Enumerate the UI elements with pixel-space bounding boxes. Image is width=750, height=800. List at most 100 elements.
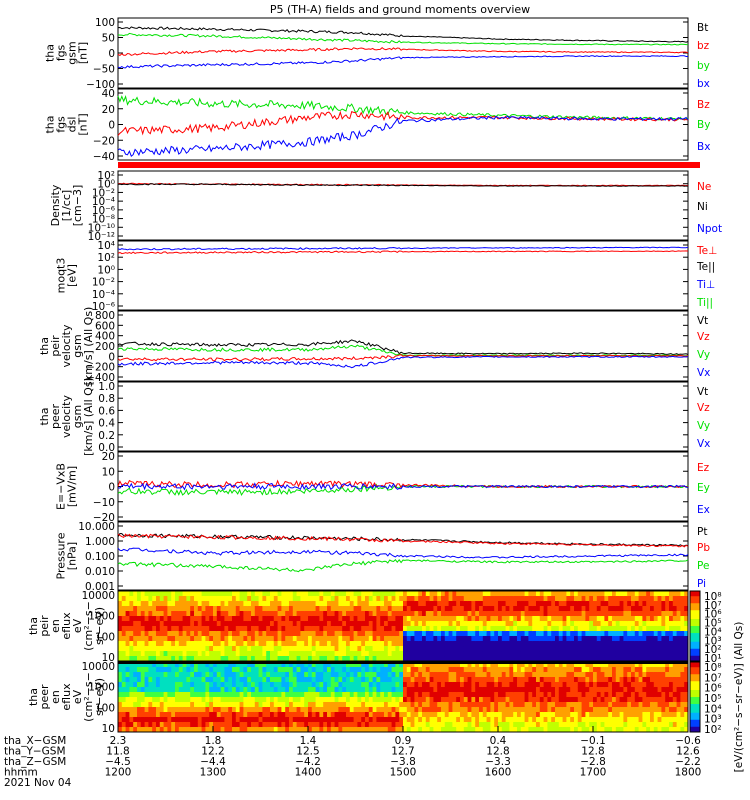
spectrogram-cell <box>281 616 286 622</box>
spectrogram-cell <box>334 631 339 637</box>
spectrogram-cell <box>300 606 305 612</box>
spectrogram-cell <box>334 591 339 597</box>
spectrogram-cell <box>520 672 525 678</box>
spectrogram-cell <box>205 687 210 693</box>
spectrogram-cell <box>600 636 605 642</box>
spectrogram-cell <box>536 687 541 693</box>
spectrogram-cell <box>642 707 647 713</box>
spectrogram-cell <box>384 677 389 683</box>
spectrogram-cell <box>171 712 176 718</box>
spectrogram-cell <box>520 702 525 708</box>
spectrogram-cell <box>304 631 309 637</box>
spectrogram-cell <box>524 682 529 688</box>
spectrogram-cell <box>213 702 218 708</box>
spectrogram-cell <box>536 727 541 733</box>
spectrogram-cell <box>482 591 487 597</box>
spectrogram-cell <box>646 687 651 693</box>
spectrogram-cell <box>391 591 396 597</box>
spectrogram-cell <box>581 677 586 683</box>
spectrogram-cell <box>615 687 620 693</box>
spectrogram-cell <box>596 611 601 617</box>
spectrogram-cell <box>323 707 328 713</box>
spectrogram-cell <box>555 641 560 647</box>
spectrogram-cell <box>399 621 404 627</box>
spectrogram-cell <box>270 626 275 632</box>
spectrogram-cell <box>669 636 674 642</box>
colorbar-segment <box>690 730 700 733</box>
spectrogram-cell <box>224 616 229 622</box>
spectrogram-cell <box>631 727 636 733</box>
spectrogram-cell <box>467 631 472 637</box>
spectrogram-cell <box>254 707 259 713</box>
spectrogram-cell <box>243 641 248 647</box>
spectrogram-cell <box>479 631 484 637</box>
spectrogram-cell <box>137 596 142 602</box>
spectrogram-cell <box>159 667 164 673</box>
spectrogram-cell <box>581 596 586 602</box>
spectrogram-cell <box>399 662 404 668</box>
spectrogram-cell <box>273 667 278 673</box>
spectrogram-cell <box>642 667 647 673</box>
spectrogram-cell <box>319 712 324 718</box>
spectrogram-cell <box>399 712 404 718</box>
spectrogram-cell <box>665 692 670 698</box>
spectrogram-cell <box>315 672 320 678</box>
spectrogram-cell <box>209 692 214 698</box>
spectrogram-cell <box>148 707 153 713</box>
spectrogram-cell <box>669 677 674 683</box>
spectrogram-cell <box>395 667 400 673</box>
spectrogram-cell <box>418 717 423 723</box>
spectrogram-cell <box>600 712 605 718</box>
spectrogram-cell <box>414 687 419 693</box>
spectrogram-cell <box>403 692 408 698</box>
spectrogram-cell <box>593 692 598 698</box>
spectrogram-cell <box>475 631 480 637</box>
y-tick-label: 0 <box>108 482 115 494</box>
spectrogram-cell <box>175 697 180 703</box>
spectrogram-cell <box>296 662 301 668</box>
spectrogram-cell <box>498 601 503 607</box>
spectrogram-cell <box>517 591 522 597</box>
spectrogram-cell <box>292 697 297 703</box>
spectrogram-cell <box>391 636 396 642</box>
spectrogram-cell <box>140 687 145 693</box>
y-tick-label: 10⁰ <box>97 179 115 191</box>
spectrogram-cell <box>513 717 518 723</box>
spectrogram-cell <box>353 641 358 647</box>
spectrogram-cell <box>498 677 503 683</box>
spectrogram-cell <box>672 606 677 612</box>
spectrogram-cell <box>368 601 373 607</box>
spectrogram-cell <box>213 712 218 718</box>
spectrogram-cell <box>262 621 267 627</box>
x-tick-label-x: 2.3 <box>110 735 127 747</box>
spectrogram-cell <box>555 656 560 662</box>
spectrogram-cell <box>270 717 275 723</box>
spectrogram-cell <box>368 727 373 733</box>
spectrogram-cell <box>653 616 658 622</box>
spectrogram-cell <box>133 712 138 718</box>
spectrogram-cell <box>266 717 271 723</box>
spectrogram-cell <box>167 591 172 597</box>
spectrogram-cell <box>349 651 354 657</box>
spectrogram-cell <box>121 717 126 723</box>
spectrogram-cell <box>574 722 579 728</box>
spectrogram-cell <box>137 707 142 713</box>
spectrogram-cell <box>631 611 636 617</box>
spectrogram-cell <box>133 596 138 602</box>
spectrogram-cell <box>292 596 297 602</box>
spectrogram-cell <box>387 656 392 662</box>
x-tick-label-x: −0.1 <box>580 735 606 747</box>
spectrogram-cell <box>368 662 373 668</box>
spectrogram-cell <box>539 631 544 637</box>
spectrogram-cell <box>311 702 316 708</box>
spectrogram-cell <box>566 677 571 683</box>
spectrogram-cell <box>410 722 415 728</box>
spectrogram-cell <box>254 702 259 708</box>
spectrogram-cell <box>463 631 468 637</box>
spectrogram-cell <box>604 641 609 647</box>
spectrogram-cell <box>338 702 343 708</box>
spectrogram-cell <box>456 641 461 647</box>
spectrogram-cell <box>308 611 313 617</box>
spectrogram-cell <box>380 677 385 683</box>
series-line-Bz <box>117 110 689 136</box>
